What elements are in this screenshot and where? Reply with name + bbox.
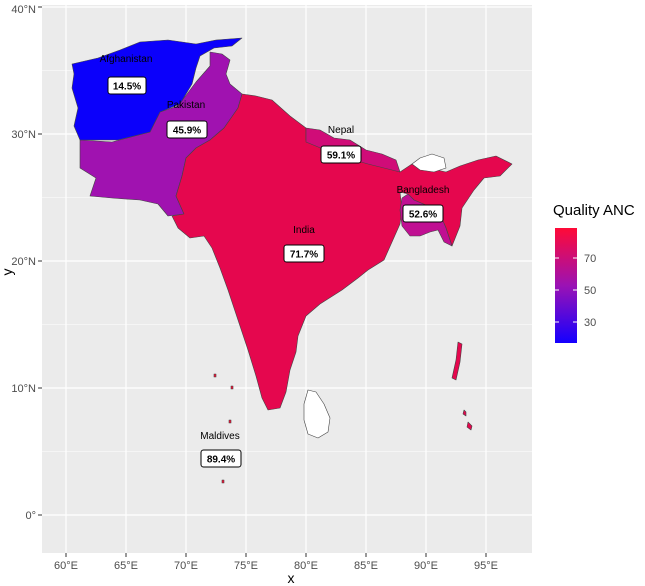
value-pakistan: 45.9% xyxy=(173,126,201,137)
y-tick-label: 30°N xyxy=(11,129,36,141)
x-tick-labels: 60°E 65°E 70°E 75°E 80°E 85°E 90°E 95°E xyxy=(54,560,498,572)
x-tick-label: 60°E xyxy=(54,560,78,572)
value-india: 71.7% xyxy=(290,250,318,261)
value-box-bg xyxy=(166,120,208,139)
region-maldives xyxy=(230,385,234,390)
y-tick-label: 10°N xyxy=(11,383,36,395)
x-tick-label: 80°E xyxy=(294,560,318,572)
region-maldives xyxy=(221,479,225,484)
y-tick-labels: 0° 10°N 20°N 30°N 40°N xyxy=(11,4,36,522)
x-tick-label: 75°E xyxy=(234,560,258,572)
region-nicobar-islands xyxy=(466,421,473,431)
region-bhutan-no-data xyxy=(411,153,447,173)
legend-tick-label: 70 xyxy=(584,253,596,265)
value-afghanistan: 14.5% xyxy=(113,82,141,93)
value-bangladesh: 52.6% xyxy=(409,210,437,221)
value-box-nepal: 59.1% xyxy=(320,145,362,164)
x-tick-label: 70°E xyxy=(174,560,198,572)
region-afghanistan xyxy=(71,37,243,141)
label-bangladesh: Bangladesh xyxy=(397,185,450,196)
value-box-afghanistan: 14.5% xyxy=(107,76,147,95)
region-andaman-islands xyxy=(451,341,463,381)
label-afghanistan: Afghanistan xyxy=(100,54,153,65)
value-box-bg xyxy=(200,449,242,468)
label-india: India xyxy=(293,225,315,236)
y-axis-title: y xyxy=(0,269,15,276)
x-tick-label: 90°E xyxy=(414,560,438,572)
value-box-bg xyxy=(107,76,147,95)
label-nepal: Nepal xyxy=(328,125,354,136)
legend-colorbar-ticks xyxy=(555,257,577,323)
value-maldives: 89.4% xyxy=(207,455,235,466)
axis-tick-marks xyxy=(38,6,487,557)
value-nepal: 59.1% xyxy=(327,151,355,162)
x-tick-label: 95°E xyxy=(474,560,498,572)
legend: Quality ANC 30 50 70 xyxy=(553,202,635,343)
value-box-maldives: 89.4% xyxy=(200,449,242,468)
label-maldives: Maldives xyxy=(200,431,239,442)
legend-tick-label: 30 xyxy=(584,317,596,329)
value-box-bg xyxy=(402,204,444,223)
y-tick-label: 0° xyxy=(25,510,36,522)
legend-colorbar xyxy=(555,228,577,343)
region-maldives xyxy=(213,373,217,378)
value-box-pakistan: 45.9% xyxy=(166,120,208,139)
value-box-bg xyxy=(320,145,362,164)
region-maldives xyxy=(228,419,232,424)
region-andaman-islands xyxy=(462,409,467,417)
legend-title: Quality ANC xyxy=(553,202,635,219)
value-box-bangladesh: 52.6% xyxy=(402,204,444,223)
x-tick-label: 85°E xyxy=(354,560,378,572)
country-labels: Afghanistan 14.5% Pakistan 45.9% Nepal 5… xyxy=(100,54,450,468)
legend-tick-label: 50 xyxy=(584,285,596,297)
y-tick-label: 20°N xyxy=(11,256,36,268)
region-sri-lanka-no-data xyxy=(303,389,331,439)
y-tick-label: 40°N xyxy=(11,4,36,16)
label-pakistan: Pakistan xyxy=(167,100,205,111)
x-axis-title: x xyxy=(288,570,295,586)
value-box-india: 71.7% xyxy=(283,244,325,263)
value-box-bg xyxy=(283,244,325,263)
x-tick-label: 65°E xyxy=(114,560,138,572)
